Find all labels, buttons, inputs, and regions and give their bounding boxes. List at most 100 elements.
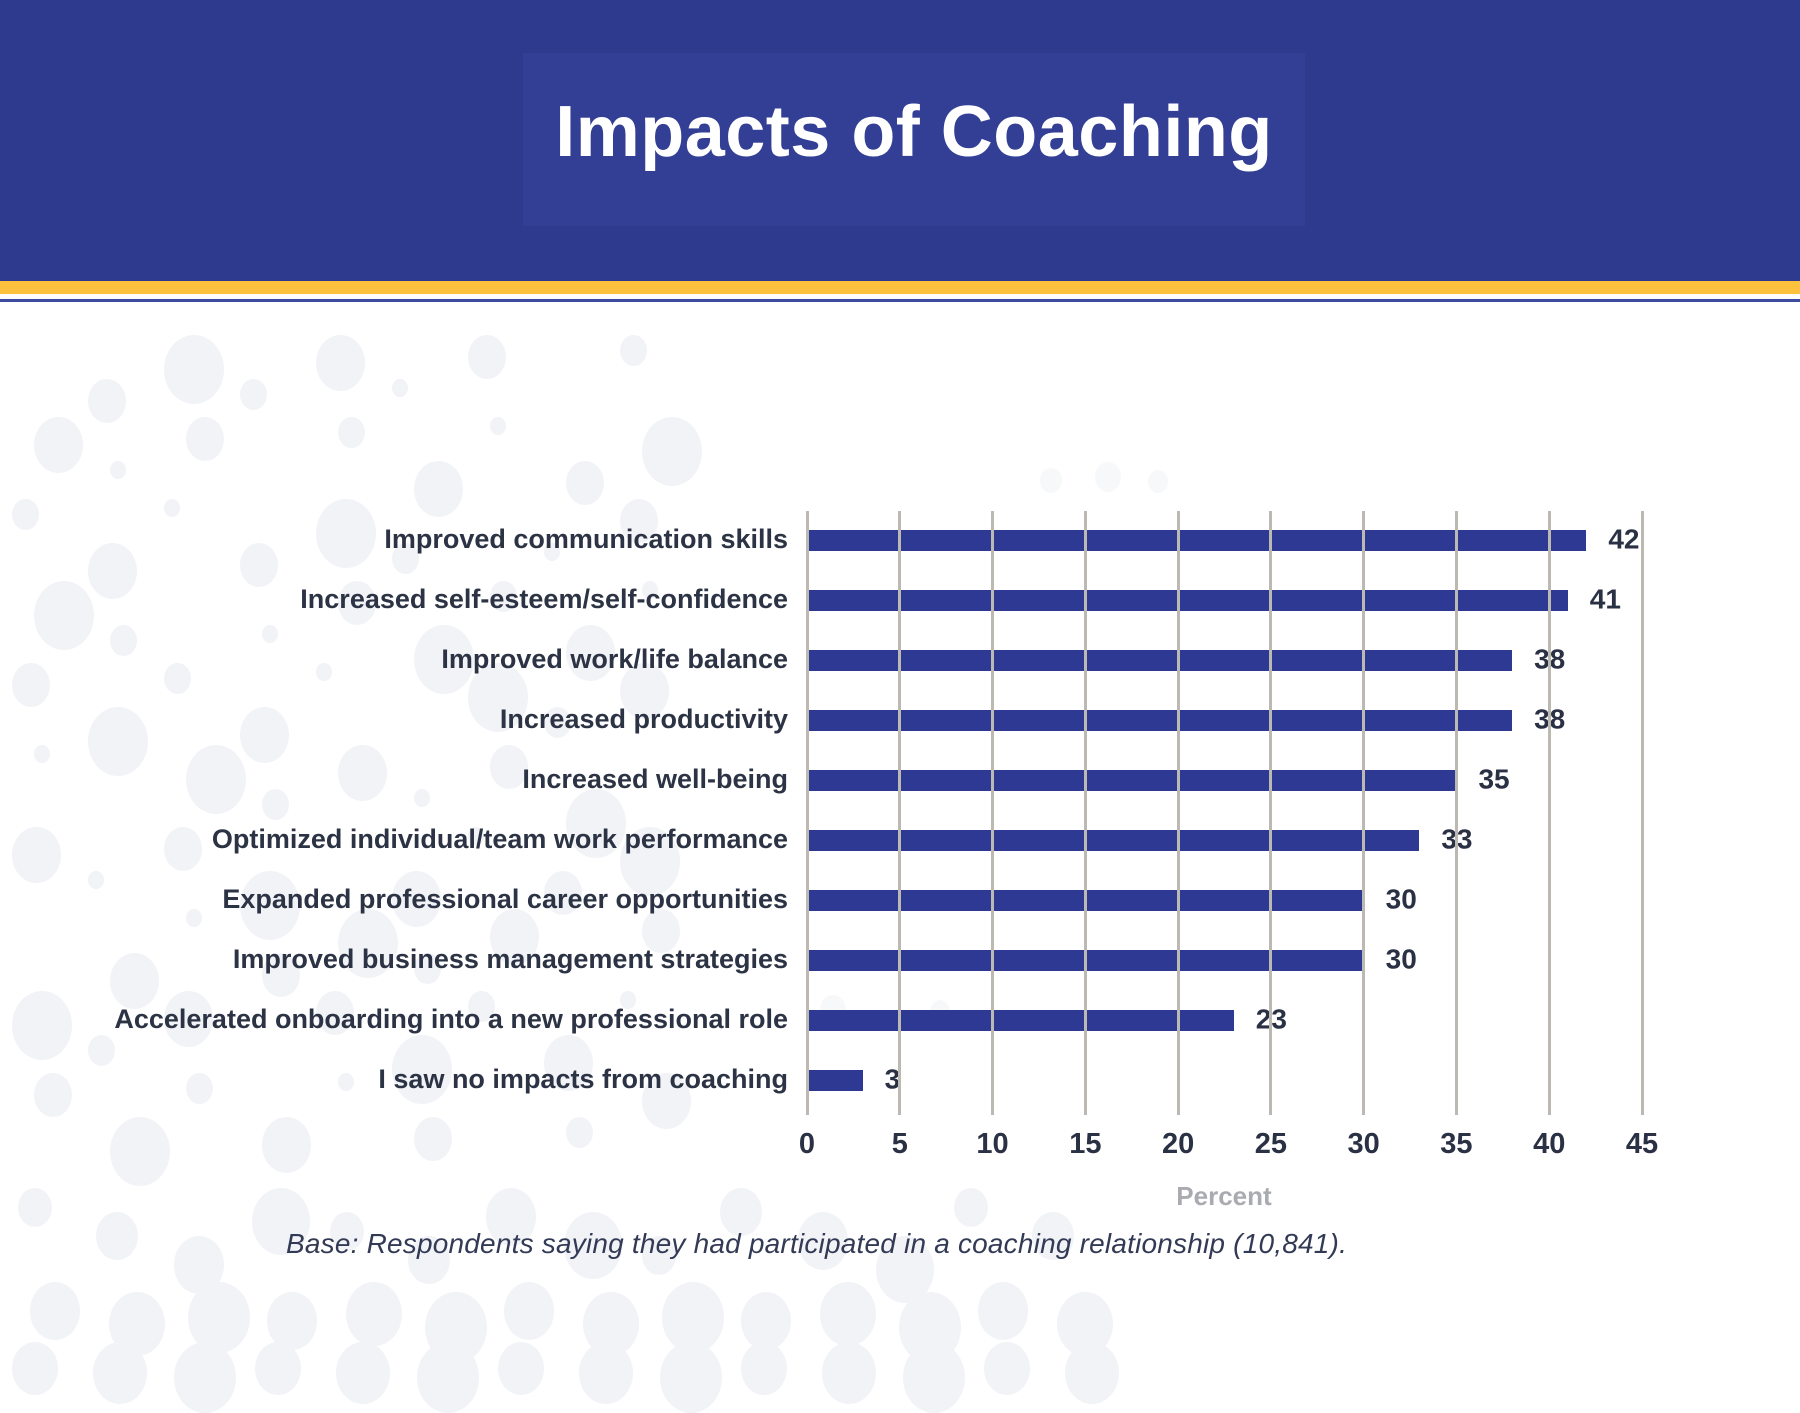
decorative-dot [876,1236,934,1303]
decorative-dot [642,909,680,953]
decorative-dot [252,1188,310,1255]
title-box: Impacts of Coaching [523,53,1305,226]
x-tick-label-40: 40 [1533,1128,1566,1160]
bar-zone: 30 [788,870,1760,930]
decorative-dot [798,1212,848,1270]
decorative-dot [490,909,539,966]
x-tick-label-20: 20 [1161,1128,1195,1160]
decorative-dot [30,1282,80,1340]
decorative-dot [186,1073,213,1105]
decorative-dot [18,1188,52,1228]
decorative-dot [186,909,202,928]
decorative-dot [720,1188,762,1237]
bar-value-label: 41 [1589,583,1621,615]
decorative-dot [12,499,39,531]
decorative-dot [240,707,289,764]
decorative-dot [12,827,61,884]
decorative-dot [110,953,159,1010]
x-tick-label-15: 15 [1069,1128,1102,1160]
decorative-dot [566,625,615,682]
gridline-x-35 [1454,511,1458,1115]
decorative-dot [316,663,332,682]
decorative-dot [662,1282,724,1354]
category-label: Improved communication skills [384,524,788,555]
decorative-dot [417,1342,479,1413]
category-label: Improved business management strategies [232,944,788,975]
decorative-dot [468,335,506,379]
decorative-dot [820,1282,876,1347]
page-title: Impacts of Coaching [555,91,1273,172]
decorative-dot [544,707,571,739]
category-label: Increased self-esteem/self-confidence [300,584,788,615]
bar-row: Improved communication skills 42 [40,510,1760,570]
bar-row: Optimized individual/team work performan… [40,810,1760,870]
decorative-dot [468,663,528,732]
decorative-dot [1040,468,1062,494]
gridline-x-45 [1640,511,1644,1115]
bar [807,829,1420,851]
decorative-dot [642,1236,676,1276]
decorative-dot [34,581,94,650]
decorative-dot [164,499,180,518]
category-label: Increased well-being [522,764,788,795]
decorative-dot [490,745,528,789]
bar-value-label: 35 [1478,763,1510,795]
bar-zone: 38 [788,690,1760,750]
x-tick-label-25: 25 [1254,1128,1287,1160]
decorative-dot [392,379,408,398]
category-label: Increased productivity [499,704,788,735]
thin-blue-divider [0,299,1800,302]
decorative-dot [240,543,278,587]
decorative-dot [392,1035,452,1104]
gridline-x-30 [1362,511,1366,1115]
bar-zone: 30 [788,930,1760,990]
decorative-dot [566,1117,593,1149]
decorative-dot [88,379,126,423]
bar-value-label: 30 [1385,883,1417,915]
decorative-dot [1032,1212,1074,1261]
decorative-dot [660,1342,722,1413]
decorative-dot [174,1342,236,1413]
decorative-dot [164,991,213,1048]
decorative-dot [1095,462,1121,492]
decorative-dot [486,1188,536,1246]
decorative-dot [338,909,398,978]
decorative-dot [620,991,636,1010]
decorative-dot [338,417,365,449]
decorative-dot [110,1117,170,1186]
decorative-dot [414,953,441,985]
bar [807,769,1457,791]
gridline-x-15 [1083,511,1087,1115]
bar-row: Increased self-esteem/self-confidence 41 [40,570,1760,630]
decorative-dot [88,1035,115,1067]
decorative-dot [164,827,202,871]
bar-zone: 42 [788,510,1760,570]
x-tick-label-0: 0 [798,1128,816,1160]
decorative-dot [642,581,658,600]
decorative-dot [741,1292,791,1350]
decorative-dot [620,663,669,720]
bar-zone: 33 [788,810,1760,870]
decorative-dot [12,991,72,1060]
decorative-dot [316,991,354,1035]
decorative-dot [490,417,506,436]
bar-row: Expanded professional career opportuniti… [40,870,1760,930]
decorative-dot [164,335,224,404]
bar-zone: 41 [788,570,1760,630]
x-tick-label-35: 35 [1440,1128,1473,1160]
bar [807,589,1568,611]
decorative-dot [110,461,126,480]
decorative-dot [566,789,626,858]
decorative-dot [392,871,441,928]
bar-value-label: 30 [1385,943,1417,975]
decorative-dot [620,499,658,543]
gridline-x-25 [1269,511,1273,1115]
decorative-dot [186,417,224,461]
decorative-dot [544,543,560,562]
decorative-dot [88,707,148,776]
bar-row: Increased well-being 35 [40,750,1760,810]
decorative-dot [262,953,300,997]
decorative-dot [267,1292,317,1350]
decorative-dot [564,1212,622,1279]
bar [807,649,1513,671]
